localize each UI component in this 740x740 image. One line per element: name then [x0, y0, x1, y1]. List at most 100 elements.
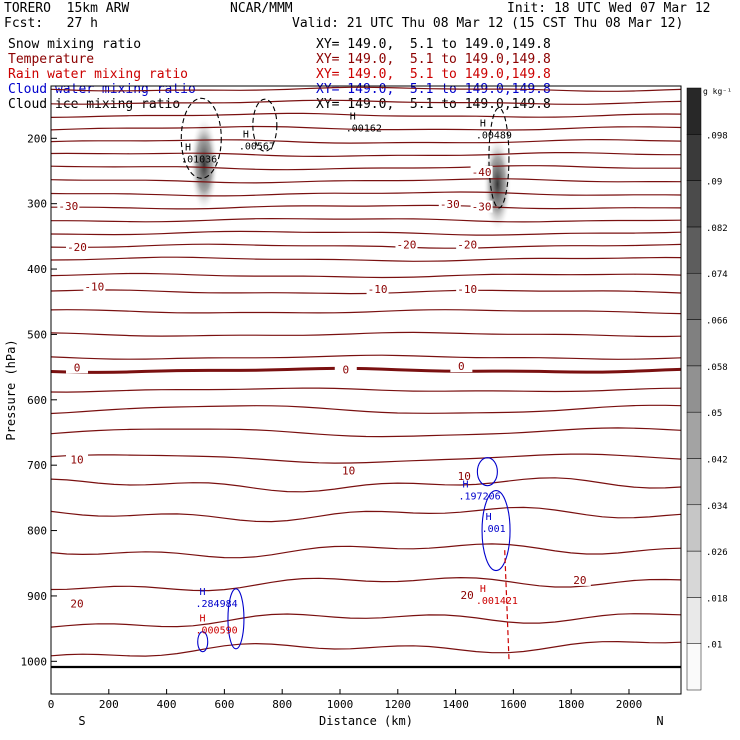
temperature-label-bg — [66, 241, 89, 254]
isotherm-line — [50, 165, 681, 171]
x-tick-label: 0 — [48, 698, 55, 711]
maximum-marker: H — [462, 479, 468, 490]
temperature-label-bg — [456, 588, 479, 601]
temperature-label: -20 — [457, 239, 477, 252]
north-end-label: N — [656, 714, 663, 728]
temperature-label: 10 — [70, 454, 83, 467]
temperature-label: -30 — [472, 201, 492, 214]
colorbar-swatch — [686, 319, 702, 367]
isotherm-line — [50, 112, 682, 118]
temperature-label-bg — [395, 238, 418, 251]
cloud-ice-contour — [252, 98, 278, 152]
isotherm-line — [50, 613, 682, 628]
maximum-value: .001 — [482, 524, 506, 535]
isotherm-line — [50, 99, 682, 105]
colorbar-swatch — [686, 458, 702, 506]
colorbar-swatch — [686, 180, 702, 228]
temperature-label-bg — [470, 165, 493, 178]
isotherm-line — [50, 404, 682, 415]
temperature-label-bg — [337, 464, 360, 477]
colorbar-swatch — [686, 550, 702, 598]
x-tick-label: 400 — [157, 698, 177, 711]
legend-temperature-xy: XY= 149.0, 5.1 to 149.0,149.8 — [316, 52, 551, 67]
colorbar-swatch — [686, 643, 702, 691]
temperature-label: 0 — [342, 363, 349, 376]
temperature-label: 10 — [342, 465, 355, 478]
colorbar-label: .058 — [706, 363, 728, 373]
colorbar-label: .05 — [706, 409, 722, 419]
temperature-label-bg — [66, 361, 89, 374]
legend-snow-name: Snow mixing ratio — [8, 37, 142, 52]
colorbar-swatch — [686, 411, 702, 459]
model-title: TORERO 15km ARW — [4, 1, 130, 16]
isotherm-line — [50, 256, 682, 262]
temperature-label-bg — [66, 597, 89, 610]
maximum-marker: H — [200, 613, 206, 624]
temperature-label: -40 — [472, 166, 492, 179]
isotherm-line — [50, 640, 682, 657]
rain-water-contour — [504, 550, 510, 662]
legend-cloud-ice-name: Cloud ice mixing ratio — [8, 97, 181, 112]
isotherm-line — [50, 243, 682, 249]
temperature-label: 10 — [458, 470, 471, 483]
colorbar-label: .026 — [706, 548, 728, 558]
cloud-water-contour — [227, 588, 245, 650]
temperature-label: -10 — [368, 283, 388, 296]
y-axis-label: Pressure (hPa) — [4, 339, 18, 440]
maximum-value: .197206 — [458, 491, 500, 502]
x-tick-label: 1800 — [558, 698, 585, 711]
temperature-label: -30 — [58, 200, 78, 213]
isotherm-line — [50, 289, 682, 295]
temperature-label: -10 — [84, 280, 104, 293]
maximum-marker: H — [185, 143, 191, 154]
x-tick-label: 1600 — [500, 698, 527, 711]
y-tick-label: 900 — [27, 590, 47, 603]
legend-snow-xy: XY= 149.0, 5.1 to 149.0,149.8 — [316, 37, 551, 52]
cloud-water-contour — [197, 631, 209, 653]
maximum-value: .001421 — [476, 596, 518, 607]
maximum-marker: H — [350, 111, 356, 122]
temperature-label: -20 — [397, 239, 417, 252]
isotherm-line — [50, 191, 682, 197]
isotherm-line — [50, 453, 682, 464]
colorbar-swatch — [686, 365, 702, 413]
isotherm-line — [51, 217, 682, 223]
cloud-ice-contour — [488, 107, 510, 209]
x-tick-label: 1000 — [327, 698, 354, 711]
colorbar-label: .042 — [706, 455, 728, 465]
isotherm-line — [50, 178, 682, 184]
temperature-label: 20 — [70, 597, 83, 610]
forecast-hour: Fcst: 27 h — [4, 16, 98, 31]
maximum-value: .00489 — [476, 130, 512, 141]
colorbar-unit: g kg⁻¹ — [703, 87, 732, 96]
colorbar-swatch — [686, 597, 702, 644]
isotherm-line — [50, 138, 682, 144]
x-tick-label: 600 — [214, 698, 234, 711]
colorbar-label: .082 — [706, 224, 728, 234]
cloud-water-contour — [481, 490, 511, 572]
maximum-value: .00567 — [239, 142, 275, 153]
colorbar-label: .074 — [706, 270, 728, 280]
isotherm-line — [50, 152, 681, 158]
y-tick-label: 200 — [27, 132, 47, 145]
colorbar-label: .034 — [706, 502, 728, 512]
organization: NCAR/MMM — [230, 1, 293, 16]
isotherm-line — [50, 477, 682, 493]
isotherm-line — [50, 272, 682, 279]
isotherm-line — [50, 331, 682, 338]
legend-temperature-name: Temperature — [8, 52, 95, 67]
x-axis-label: Distance (km) — [319, 714, 413, 728]
colorbar-label: .09 — [706, 178, 722, 188]
y-tick-label: 800 — [27, 525, 47, 538]
maximum-value: .000590 — [196, 625, 238, 636]
maximum-marker: H — [480, 584, 486, 595]
colorbar-swatch — [686, 226, 702, 274]
temperature-label-bg — [568, 573, 591, 586]
maximum-marker: H — [243, 130, 249, 141]
south-end-label: S — [78, 714, 85, 728]
maximum-value: .284984 — [196, 599, 238, 610]
temperature-label-bg — [366, 282, 389, 295]
colorbar-label: .018 — [706, 594, 728, 604]
temperature-label-bg — [450, 360, 473, 373]
